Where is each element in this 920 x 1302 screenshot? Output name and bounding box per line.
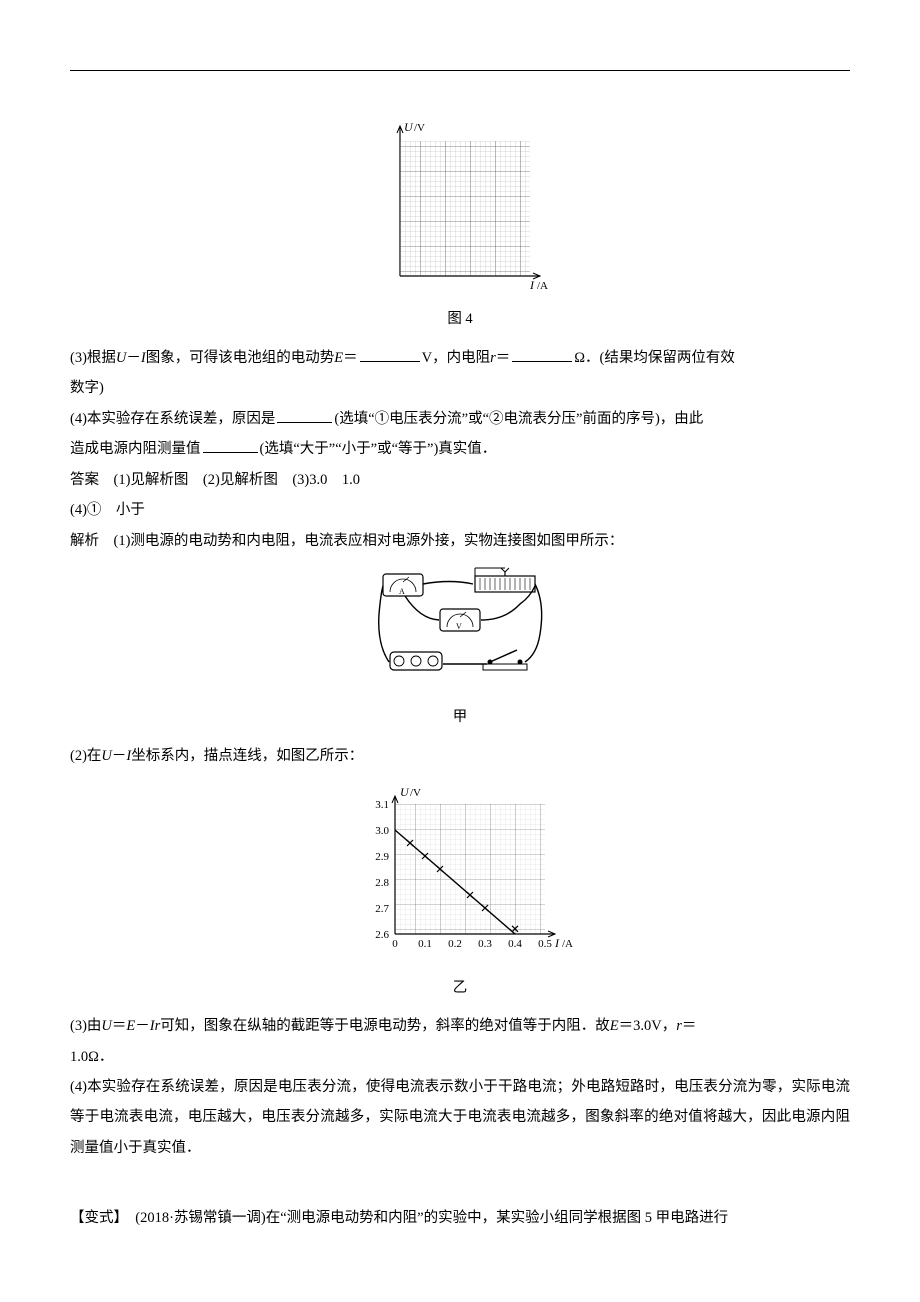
explanation-4: (4)本实验存在系统误差，原因是电压表分流，使得电流表示数小于干路电流；外电路短… [70, 1072, 850, 1163]
header-rule [70, 70, 850, 71]
svg-text:I: I [554, 936, 560, 950]
svg-text:0.1: 0.1 [418, 938, 432, 950]
figure-4: U /V I /A 图 4 [70, 121, 850, 335]
variant-line: 【变式】 (2018·苏锡常镇一调)在“测电源电动势和内阻”的实验中，某实验小组… [70, 1203, 850, 1233]
question-4-cont: 造成电源内阻测量值(选填“大于”“小于”或“等于”)真实值． [70, 434, 850, 464]
y-axis-label: U [404, 121, 414, 134]
blank-E [360, 346, 420, 362]
svg-text:3.0: 3.0 [375, 825, 389, 837]
svg-text:2.7: 2.7 [375, 903, 389, 915]
svg-text:0: 0 [392, 938, 398, 950]
svg-text:U: U [400, 785, 410, 799]
svg-text:/A: /A [562, 938, 573, 950]
chart-yi-caption: 乙 [70, 973, 850, 1003]
explanation-3: (3)由U＝E－Ir可知，图象在纵轴的截距等于电源电动势，斜率的绝对值等于内阻．… [70, 1011, 850, 1041]
explanation-3b: 1.0Ω． [70, 1042, 850, 1072]
blank-grid-chart: U /V I /A [370, 121, 550, 291]
circuit-caption: 甲 [70, 702, 850, 732]
question-3: (3)根据U－I图象，可得该电池组的电动势E＝V，内电阻r＝Ω．(结果均保留两位… [70, 343, 850, 373]
page: U /V I /A 图 4 (3)根据U－I图象 [0, 0, 920, 1302]
blank-r [512, 346, 572, 362]
answers: 答案 (1)见解析图 (2)见解析图 (3)3.0 1.0 [70, 465, 850, 495]
svg-text:V: V [456, 622, 462, 631]
svg-text:3.1: 3.1 [375, 799, 389, 811]
question-3-cont: 数字) [70, 373, 850, 403]
svg-text:0.4: 0.4 [508, 938, 522, 950]
explanation-2: (2)在U－I坐标系内，描点连线，如图乙所示： [70, 741, 850, 771]
chart-yi: 2.6 2.7 2.8 2.9 3.0 3.1 0 0.1 0.2 0.3 0.4 0.5 U/V I/A… [70, 779, 850, 1003]
blank-compare [203, 438, 258, 454]
svg-text:/V: /V [410, 787, 421, 799]
explanation-1: 解析 (1)测电源的电动势和内电阻，电流表应相对电源外接，实物连接图如图甲所示： [70, 526, 850, 556]
answers-4: (4)① 小于 [70, 495, 850, 525]
svg-text:0.2: 0.2 [448, 938, 462, 950]
svg-text:0.5: 0.5 [538, 938, 552, 950]
circuit-figure-jia: A V [70, 564, 850, 733]
svg-text:0.3: 0.3 [478, 938, 492, 950]
question-4: (4)本实验存在系统误差，原因是(选填“①电压表分流”或“②电流表分压”前面的序… [70, 404, 850, 434]
x-axis-label: I [529, 278, 535, 291]
svg-text:2.9: 2.9 [375, 851, 389, 863]
figure-4-caption: 图 4 [70, 304, 850, 334]
blank-reason [277, 407, 332, 423]
x-axis-unit: /A [537, 280, 548, 291]
circuit-sketch: A V [365, 564, 555, 689]
svg-text:2.6: 2.6 [375, 929, 389, 941]
svg-text:A: A [399, 587, 405, 596]
y-axis-unit: /V [414, 122, 425, 134]
svg-text:2.8: 2.8 [375, 877, 389, 889]
ui-line-chart: 2.6 2.7 2.8 2.9 3.0 3.1 0 0.1 0.2 0.3 0.4 0.5 U/V I/A [340, 779, 580, 959]
